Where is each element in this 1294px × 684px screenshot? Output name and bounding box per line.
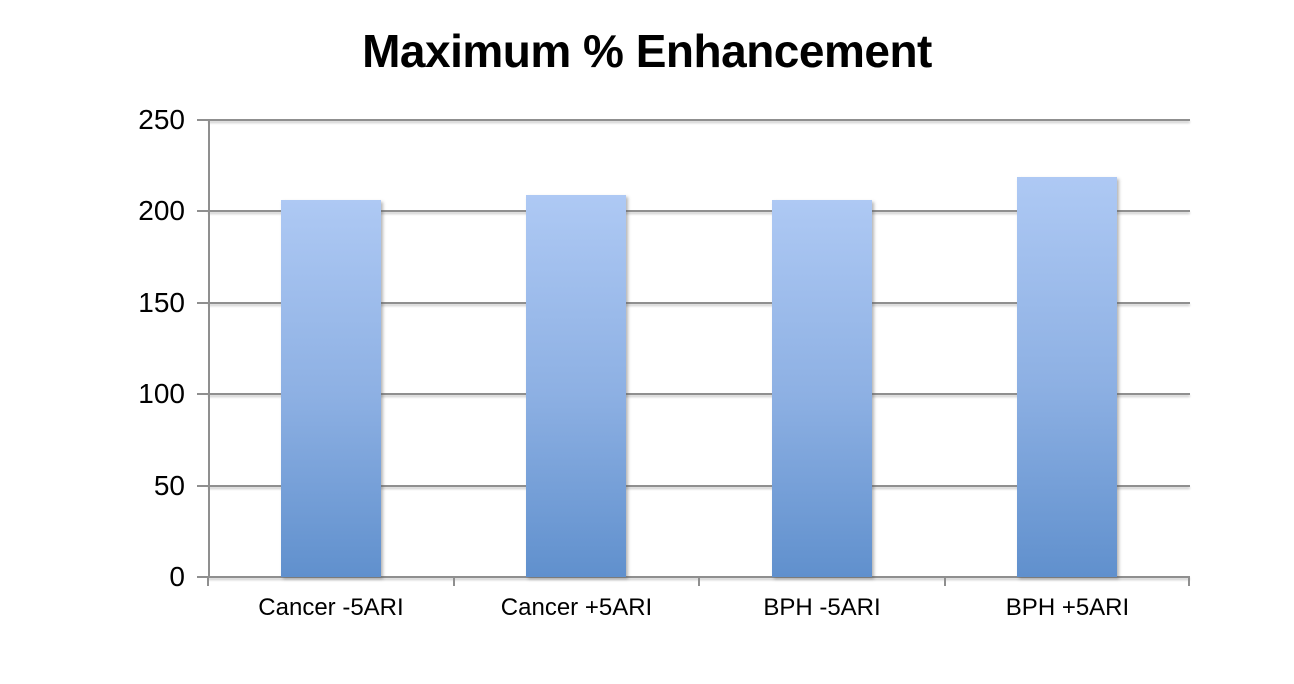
y-tick [197, 301, 208, 304]
plot-area: Cancer -5ARI Cancer +5ARI BPH -5ARI BPH +5A… [197, 119, 1190, 621]
x-tick-label: Cancer +5ARI [500, 594, 653, 621]
x-tick [207, 577, 209, 586]
x-tick-label: BPH -5ARI [763, 594, 881, 621]
x-tick [452, 577, 455, 586]
bar [280, 200, 381, 577]
y-tick [197, 119, 208, 121]
x-tick [943, 577, 946, 586]
y-tick-label: 250 [138, 104, 185, 135]
gridline [208, 210, 1190, 213]
gridline [208, 484, 1190, 487]
x-tick [1188, 577, 1190, 586]
y-tick [197, 393, 208, 396]
x-tick-label: BPH +5ARI [1005, 594, 1130, 621]
x-tick [698, 577, 700, 586]
chart-title: Maximum % Enhancement [362, 25, 932, 77]
bar [526, 194, 627, 577]
y-tick [197, 576, 208, 578]
gridline [208, 119, 1190, 121]
y-tick-label: 50 [153, 469, 185, 501]
gridline [208, 301, 1190, 304]
y-tick [197, 484, 208, 487]
y-tick-label: 100 [138, 378, 185, 410]
y-axis-line [208, 120, 210, 577]
gridline [208, 393, 1190, 396]
y-tick-label: 150 [138, 286, 185, 318]
y-tick [197, 210, 208, 213]
bar [1017, 176, 1118, 577]
bar [771, 200, 872, 577]
y-tick-label: 0 [169, 561, 185, 592]
y-axis-labels: 0 50 100 150 200 250 [75, 105, 185, 592]
x-tick-label: Cancer -5ARI [258, 594, 404, 621]
y-tick-label: 200 [138, 195, 185, 227]
